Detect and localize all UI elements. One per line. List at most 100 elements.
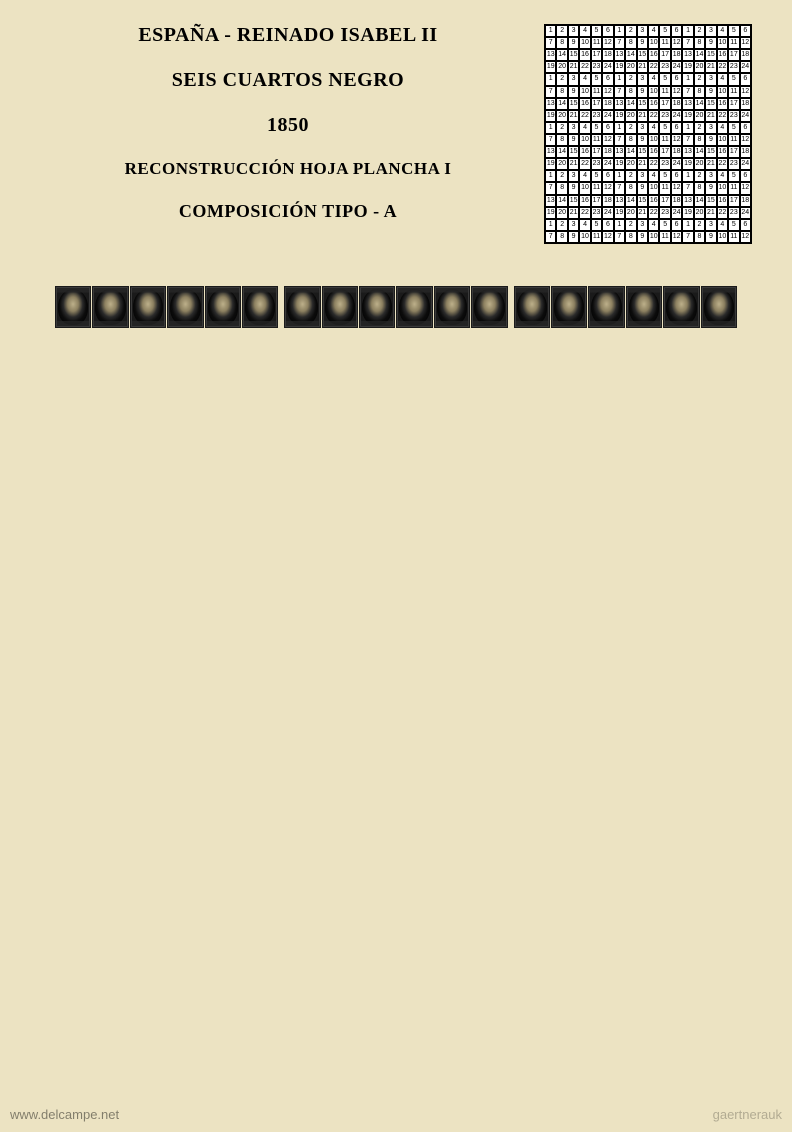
index-cell: 13 <box>545 98 556 110</box>
index-cell: 5 <box>728 25 739 37</box>
index-cell: 11 <box>591 182 602 194</box>
index-cell: 23 <box>728 158 739 170</box>
index-cell: 4 <box>717 219 728 231</box>
index-cell: 2 <box>556 122 567 134</box>
index-cell: 7 <box>682 86 693 98</box>
index-cell: 1 <box>545 25 556 37</box>
index-cell: 14 <box>694 195 705 207</box>
index-cell: 12 <box>740 134 751 146</box>
index-cell: 8 <box>556 37 567 49</box>
index-cell: 23 <box>591 158 602 170</box>
index-cell: 17 <box>728 146 739 158</box>
index-cell: 16 <box>648 98 659 110</box>
index-cell: 24 <box>671 61 682 73</box>
index-cell: 3 <box>568 170 579 182</box>
index-cell: 19 <box>614 207 625 219</box>
index-cell: 17 <box>728 98 739 110</box>
index-cell: 23 <box>659 110 670 122</box>
index-cell: 16 <box>579 49 590 61</box>
index-cell: 9 <box>568 37 579 49</box>
index-cell: 6 <box>671 219 682 231</box>
index-cell: 20 <box>625 207 636 219</box>
index-cell: 17 <box>728 195 739 207</box>
index-cell: 13 <box>614 49 625 61</box>
index-cell: 18 <box>602 98 613 110</box>
index-cell: 4 <box>648 73 659 85</box>
index-cell: 14 <box>694 146 705 158</box>
index-cell: 22 <box>579 158 590 170</box>
index-cell: 6 <box>602 122 613 134</box>
index-cell: 13 <box>682 146 693 158</box>
index-cell: 13 <box>545 49 556 61</box>
index-cell: 16 <box>648 49 659 61</box>
index-cell: 17 <box>591 98 602 110</box>
index-cell: 20 <box>694 110 705 122</box>
index-cell: 9 <box>705 134 716 146</box>
index-cell: 16 <box>579 195 590 207</box>
index-cell: 12 <box>740 37 751 49</box>
index-cell: 16 <box>717 146 728 158</box>
index-cell: 20 <box>625 61 636 73</box>
index-cell: 1 <box>682 73 693 85</box>
index-cell: 18 <box>671 49 682 61</box>
index-cell: 4 <box>648 25 659 37</box>
index-cell: 20 <box>694 207 705 219</box>
index-cell: 6 <box>671 25 682 37</box>
index-cell: 4 <box>648 219 659 231</box>
index-cell: 4 <box>717 25 728 37</box>
index-cell: 18 <box>671 195 682 207</box>
index-cell: 24 <box>740 158 751 170</box>
index-cell: 10 <box>579 231 590 243</box>
stamp <box>92 286 128 328</box>
index-cell: 8 <box>694 182 705 194</box>
index-cell: 5 <box>659 122 670 134</box>
index-cell: 5 <box>591 170 602 182</box>
index-cell: 4 <box>579 219 590 231</box>
index-cell: 17 <box>659 49 670 61</box>
index-cell: 24 <box>740 61 751 73</box>
index-cell: 21 <box>705 158 716 170</box>
index-cell: 4 <box>717 170 728 182</box>
index-cell: 10 <box>579 182 590 194</box>
index-cell: 1 <box>682 122 693 134</box>
index-cell: 21 <box>568 61 579 73</box>
index-cell: 11 <box>728 134 739 146</box>
index-cell: 4 <box>648 170 659 182</box>
index-cell: 15 <box>568 49 579 61</box>
index-cell: 19 <box>614 61 625 73</box>
stamp <box>130 286 166 328</box>
index-cell: 5 <box>728 122 739 134</box>
index-cell: 22 <box>717 110 728 122</box>
index-cell: 3 <box>568 73 579 85</box>
index-cell: 1 <box>614 170 625 182</box>
index-cell: 8 <box>625 86 636 98</box>
index-cell: 8 <box>556 134 567 146</box>
index-cell: 13 <box>682 49 693 61</box>
index-cell: 23 <box>728 110 739 122</box>
index-cell: 4 <box>579 170 590 182</box>
index-cell: 7 <box>545 37 556 49</box>
index-cell: 3 <box>705 73 716 85</box>
index-cell: 20 <box>625 110 636 122</box>
index-cell: 6 <box>602 25 613 37</box>
index-cell: 13 <box>545 195 556 207</box>
index-cell: 11 <box>728 231 739 243</box>
index-cell: 8 <box>694 86 705 98</box>
index-cell: 24 <box>602 207 613 219</box>
index-cell: 9 <box>637 231 648 243</box>
stamp <box>205 286 241 328</box>
index-cell: 10 <box>648 86 659 98</box>
index-cell: 2 <box>625 122 636 134</box>
index-cell: 4 <box>579 122 590 134</box>
index-cell: 2 <box>625 170 636 182</box>
watermark-left: www.delcampe.net <box>10 1107 119 1122</box>
index-cell: 10 <box>648 182 659 194</box>
index-cell: 13 <box>545 146 556 158</box>
index-cell: 17 <box>591 146 602 158</box>
index-cell: 22 <box>579 110 590 122</box>
stamp <box>701 286 737 328</box>
index-cell: 21 <box>637 110 648 122</box>
title-line-4: RECONSTRUCCIÓN HOJA PLANCHA I <box>40 159 536 179</box>
header-row: ESPAÑA - REINADO ISABEL II SEIS CUARTOS … <box>0 0 792 244</box>
title-line-5: COMPOSICIÓN TIPO - A <box>40 201 536 222</box>
